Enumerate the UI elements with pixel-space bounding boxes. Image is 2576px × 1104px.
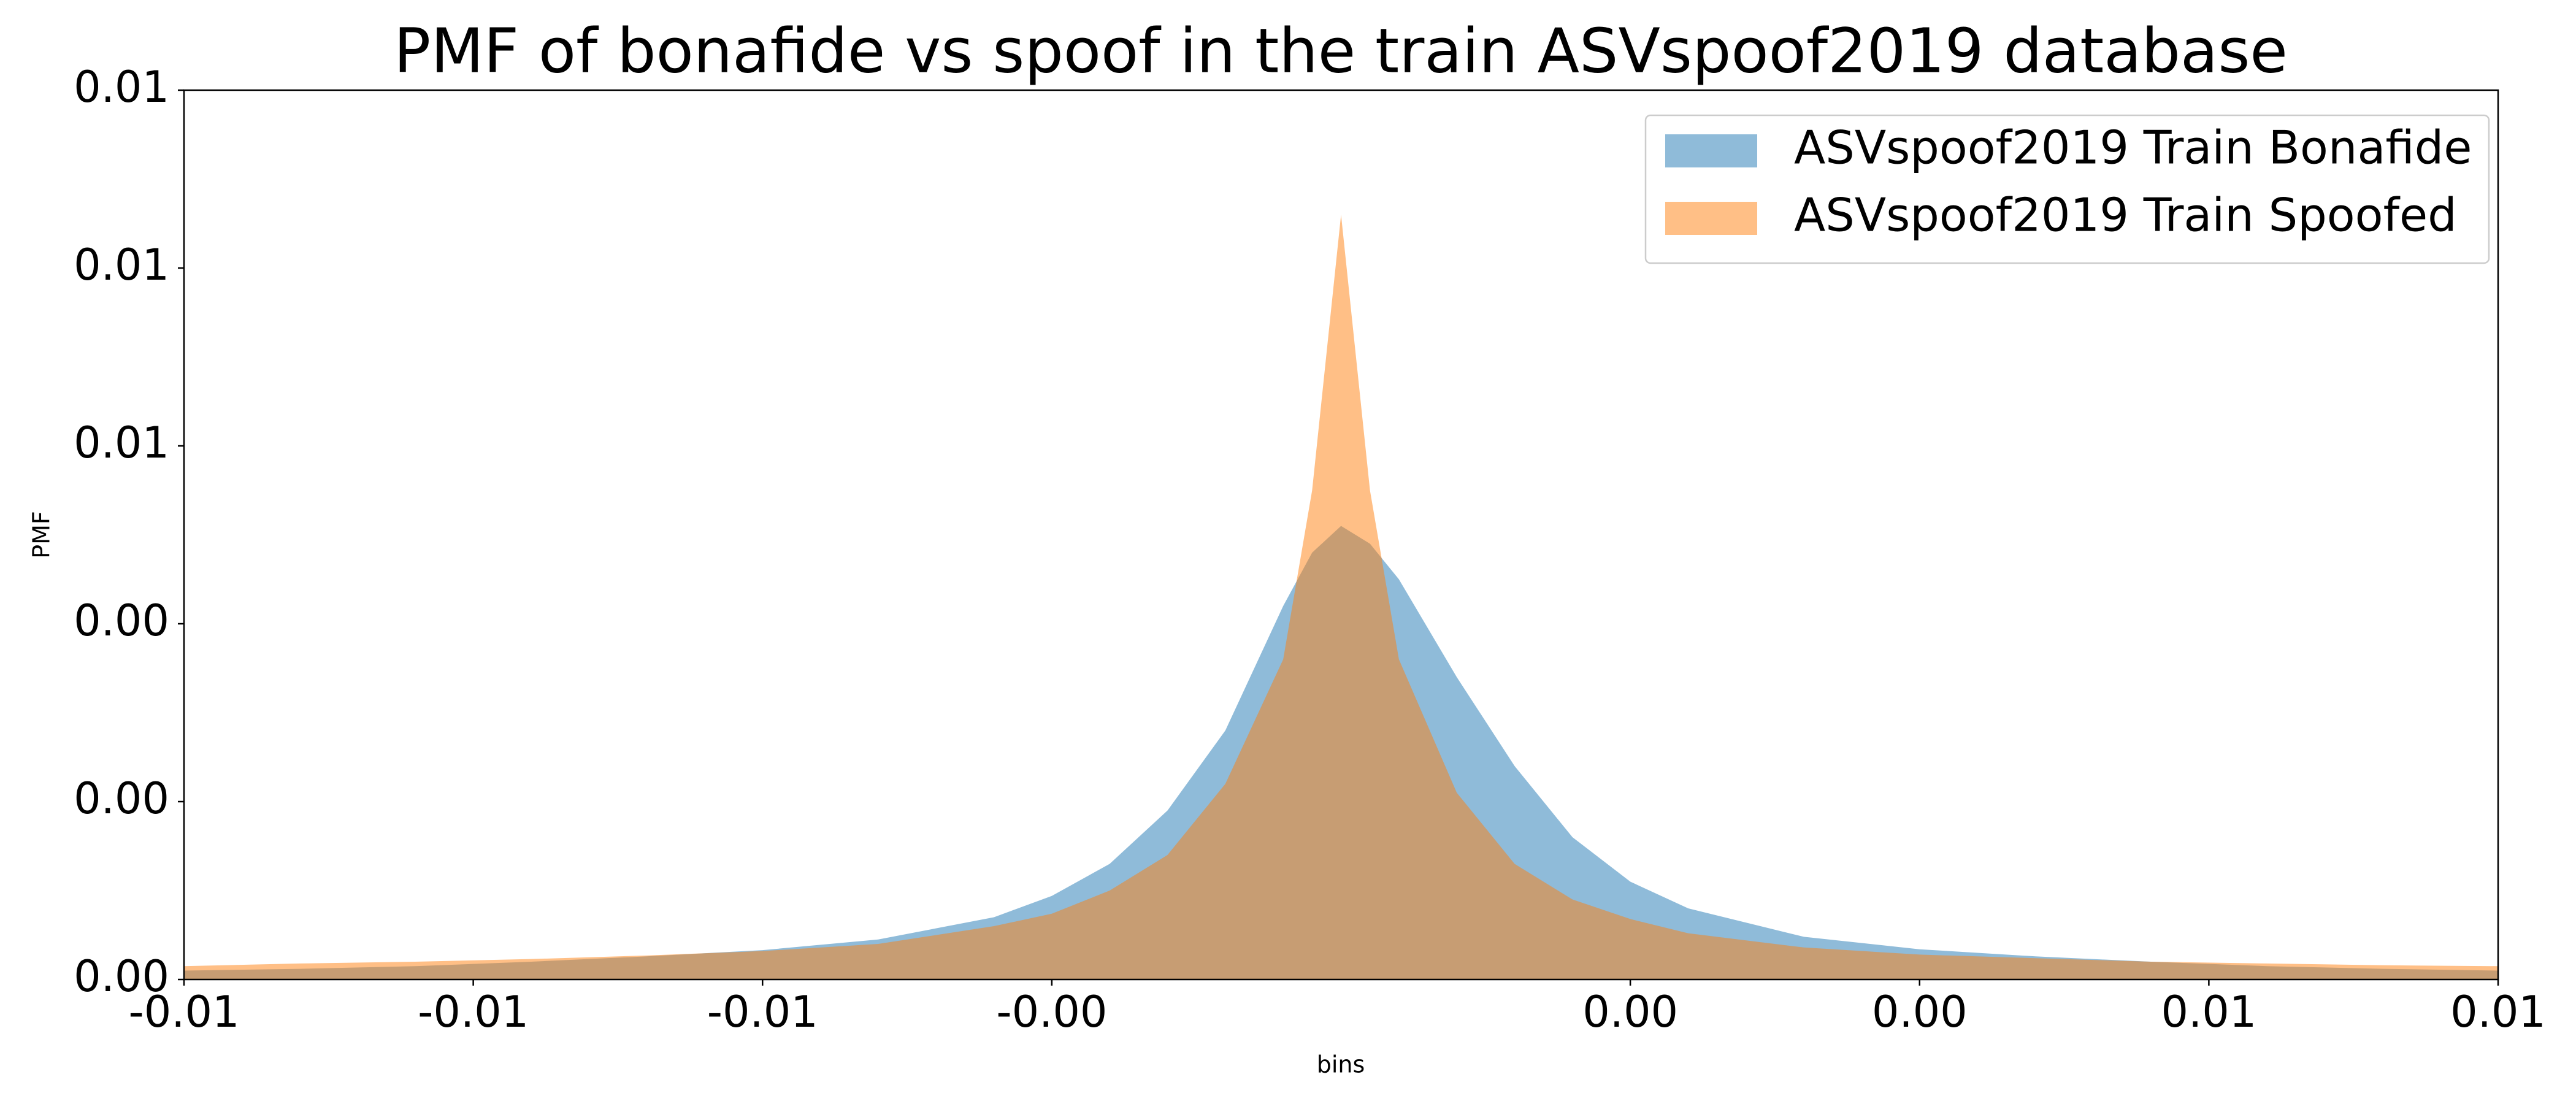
x-tick-label: 0.01 (2161, 987, 2256, 1037)
y-tick-label: 0.01 (74, 62, 169, 112)
y-tick-label: 0.00 (74, 773, 169, 824)
legend-label: ASVspoof2019 Train Spoofed (1794, 188, 2457, 242)
chart-title: PMF of bonafide vs spoof in the train AS… (394, 15, 2288, 86)
y-tick-label: 0.01 (74, 240, 169, 290)
x-tick-label: -0.01 (128, 987, 239, 1037)
y-axis-label: PMF (28, 511, 55, 559)
x-tick-label: -0.01 (707, 987, 818, 1037)
y-tick-label: 0.00 (74, 951, 169, 1002)
y-tick-label: 0.00 (74, 596, 169, 646)
x-tick-label: 0.01 (2450, 987, 2546, 1037)
x-tick-label: 0.00 (1582, 987, 1678, 1037)
legend-swatch (1665, 202, 1757, 235)
plot-frame (183, 89, 2499, 981)
area (184, 215, 2498, 979)
legend-box (1644, 114, 2490, 264)
legend: ASVspoof2019 Train Bonafide ASVspoof2019 … (1644, 114, 2490, 264)
x-tick-label: -0.01 (418, 987, 529, 1037)
legend-swatch (1665, 134, 1757, 167)
x-tick-label: 0.00 (1872, 987, 1968, 1037)
x-axis-label: bins (1317, 1051, 1365, 1078)
y-tick-label: 0.01 (74, 418, 169, 468)
x-tick-label: -0.00 (996, 987, 1107, 1037)
legend-label: ASVspoof2019 Train Bonafide (1794, 121, 2472, 175)
